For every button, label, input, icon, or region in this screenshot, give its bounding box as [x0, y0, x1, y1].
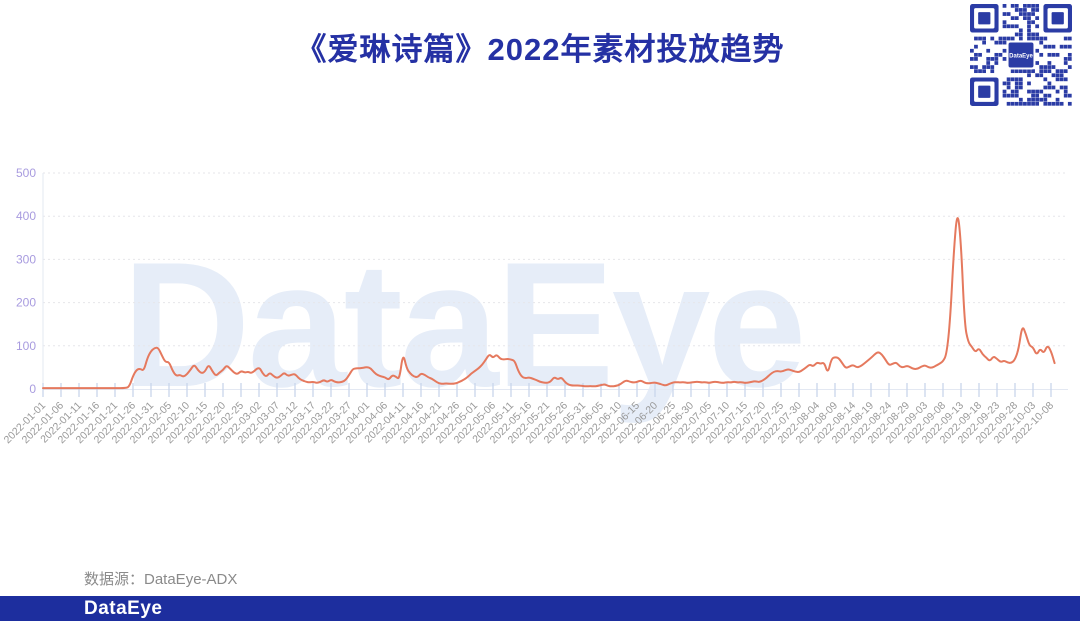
qr-code-svg: DataEye: [970, 4, 1072, 106]
svg-text:0: 0: [29, 382, 36, 396]
y-axis-labels: 0 100 200 300 400 500: [16, 166, 36, 396]
svg-text:500: 500: [16, 166, 36, 180]
dataeye-watermark: DataEye: [122, 225, 807, 424]
dataeye-logo: DataEye: [84, 597, 163, 619]
gridlines: [43, 172, 1068, 347]
qr-code: DataEye: [970, 4, 1072, 106]
svg-text:200: 200: [16, 296, 36, 310]
page-title: 《爱琳诗篇》2022年素材投放趋势: [295, 32, 785, 67]
axis-lines: [42, 173, 1068, 390]
qr-center-logo-text: DataEye: [1009, 54, 1033, 60]
data-source-note: 数据源：DataEye-ADX: [84, 571, 238, 588]
footer-bar: DataEye: [0, 596, 1080, 621]
x-axis-labels: 2022-01-012022-01-062022-01-112022-01-16…: [2, 400, 1057, 447]
svg-text:400: 400: [16, 209, 36, 223]
svg-text:100: 100: [16, 339, 36, 353]
qr-center-logo: [1006, 40, 1036, 70]
trend-line-chart: 0 100 200 300 400 500 2022-01-012022-01-062022…: [2, 166, 1068, 447]
trend-line: [42, 217, 1056, 390]
x-axis-ticks: [42, 383, 1052, 397]
svg-text:300: 300: [16, 252, 36, 266]
